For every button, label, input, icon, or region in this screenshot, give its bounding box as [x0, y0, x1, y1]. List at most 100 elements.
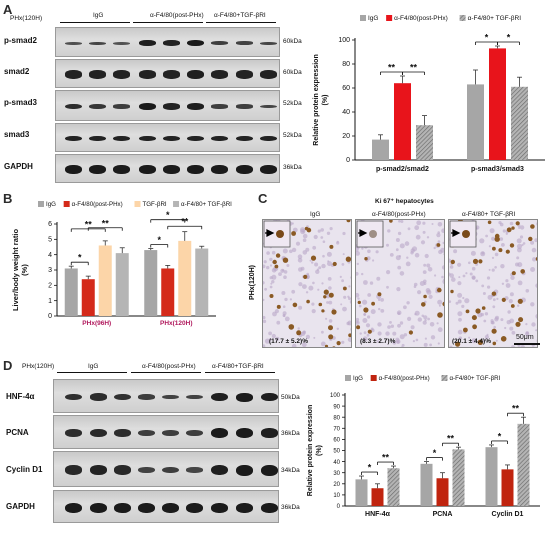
blot-d-kda-hnf4a: 50kDa [281, 394, 300, 401]
x-category-label: PHx(96H) [82, 320, 111, 327]
blot-band [112, 135, 130, 142]
blot-band [210, 104, 228, 109]
blot-a-label-smad3: smad3 [4, 130, 30, 139]
legend-label: α-F4/80(post-PHx) [379, 375, 430, 382]
legend-swatch [134, 201, 141, 207]
blot-band [64, 135, 82, 142]
blot-band [89, 393, 107, 401]
blot-d-line-antif480 [131, 372, 201, 373]
chart-b: IgG α-F4/80(post-PHx) TGF-βRI α-F4/80+ TGF-… [11, 201, 232, 327]
blot-strip [55, 90, 280, 121]
x-category-label: p-smad2/smad2 [376, 166, 429, 173]
blot-a-kda-smad3: 52kDa [283, 132, 302, 139]
y-tick-label: 100 [338, 37, 350, 44]
y-tick-label: 50 [333, 449, 340, 455]
blot-strip [55, 123, 280, 152]
blot-d-kda-pcna: 36kDa [281, 430, 300, 437]
blot-strip [53, 379, 279, 413]
bar-0-0 [355, 479, 368, 506]
blot-band [138, 70, 156, 79]
bar-0-1 [81, 279, 95, 316]
blot-band [137, 502, 155, 513]
y-tick-label: 0 [337, 504, 341, 510]
y-axis-label: (%) [20, 264, 29, 276]
blot-band [210, 502, 228, 513]
blot-band [185, 467, 203, 473]
ihc-scale-label: 50μm [516, 334, 534, 341]
y-tick-label: 10 [333, 493, 340, 499]
ihc-scale-bar [514, 343, 540, 345]
legend-label: α-F4/80(post-PHx) [72, 201, 123, 208]
bar-1-0 [144, 250, 158, 316]
blot-band [235, 464, 253, 476]
bar-1-2 [452, 449, 465, 506]
blot-a-group-antif480: α-F4/80(post-PHx) [150, 12, 204, 19]
blot-a-label-gapdh: GAPDH [4, 162, 33, 171]
ihc-side-label: PHx(120H) [249, 264, 256, 300]
significance-label: ** [85, 219, 93, 229]
y-tick-label: 90 [333, 404, 340, 410]
blot-a-kda-gapdh: 36kDa [283, 164, 302, 171]
y-tick-label: 3 [48, 267, 52, 274]
blot-band [259, 104, 277, 109]
y-tick-label: 40 [342, 109, 350, 116]
blot-d-group-antif480: α-F4/80(post-PHx) [142, 363, 196, 370]
blot-strip [53, 451, 279, 487]
blot-d-label-gapdh: GAPDH [6, 502, 35, 511]
legend-swatch [63, 201, 70, 207]
blot-band [210, 464, 228, 476]
blot-a-label-psmad2: p-smad2 [4, 36, 37, 45]
blot-band [210, 41, 228, 45]
blot-band [113, 502, 131, 513]
significance-label: ** [382, 453, 390, 463]
arrow-icon [451, 229, 461, 237]
significance-label: * [498, 431, 502, 441]
significance-label: ** [447, 434, 455, 444]
ihc-image [262, 219, 352, 348]
blot-band [64, 429, 82, 437]
blot-band [162, 135, 180, 142]
blot-band [112, 41, 130, 45]
blot-band [64, 70, 82, 79]
chart-a: IgG α-F4/80(post-PHx) α-F4/80+ TGF-βRI 0 20 4… [313, 15, 545, 173]
blot-band [162, 70, 180, 79]
y-tick-label: 60 [333, 438, 340, 444]
legend-label: α-F4/80+ TGF-βRI [181, 201, 232, 208]
blot-band [235, 428, 253, 438]
y-tick-label: 70 [333, 427, 340, 433]
blot-band [112, 70, 130, 79]
legend-label: IgG [46, 201, 56, 208]
blot-band [161, 394, 179, 400]
bar-0-0 [372, 139, 389, 160]
bar-0-2 [98, 245, 112, 316]
bar-2-0 [485, 447, 498, 506]
blot-band [113, 393, 131, 401]
legend-swatch [370, 375, 377, 381]
significance-label: ** [512, 404, 520, 414]
blot-d-group-combo: α-F4/80+TGF-βRI [212, 363, 264, 370]
legend-label: α-F4/80+ TGF-βRI [449, 375, 500, 382]
legend-label: TGF-βRI [142, 201, 166, 208]
blot-band [138, 40, 156, 46]
blot-a-label-psmad3: p-smad3 [4, 98, 37, 107]
x-category-label: PHx(120H) [160, 320, 193, 327]
blot-band [186, 135, 204, 142]
blot-band [138, 135, 156, 142]
blot-band [88, 104, 106, 109]
blot-band [112, 104, 130, 109]
bar-1-1 [436, 478, 449, 506]
blot-band [235, 135, 253, 142]
y-tick-label: 2 [48, 283, 52, 290]
blot-strip [53, 490, 279, 523]
ihc-image [448, 219, 538, 348]
blot-a-label-smad2: smad2 [4, 67, 30, 76]
significance-label: * [368, 463, 372, 473]
y-tick-label: 100 [330, 393, 341, 399]
chart-d: IgG α-F4/80(post-PHx) α-F4/80+ TGF-βRI 0 10 2… [307, 375, 540, 518]
significance-label: * [78, 253, 82, 263]
x-category-label: p-smad3/smad3 [471, 166, 524, 173]
legend-swatch [360, 15, 366, 21]
blot-a-line-antif480 [133, 22, 203, 23]
blot-band [64, 502, 82, 513]
blot-band [112, 165, 130, 174]
